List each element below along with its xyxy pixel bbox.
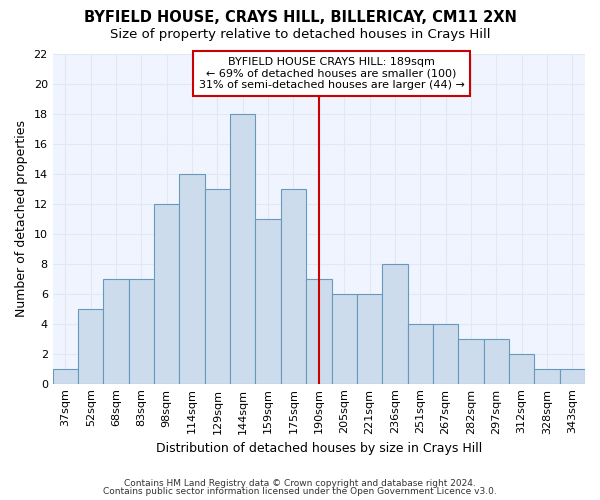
Bar [179,174,205,384]
Bar [230,114,256,384]
Bar [256,219,281,384]
Text: Contains public sector information licensed under the Open Government Licence v3: Contains public sector information licen… [103,487,497,496]
Y-axis label: Number of detached properties: Number of detached properties [15,120,28,318]
Bar [154,204,179,384]
Bar [535,368,560,384]
Bar [129,279,154,384]
Text: Contains HM Land Registry data © Crown copyright and database right 2024.: Contains HM Land Registry data © Crown c… [124,478,476,488]
Bar [103,279,129,384]
Text: BYFIELD HOUSE, CRAYS HILL, BILLERICAY, CM11 2XN: BYFIELD HOUSE, CRAYS HILL, BILLERICAY, C… [83,10,517,25]
Bar [53,368,78,384]
Bar [306,279,332,384]
Text: BYFIELD HOUSE CRAYS HILL: 189sqm
← 69% of detached houses are smaller (100)
31% : BYFIELD HOUSE CRAYS HILL: 189sqm ← 69% o… [199,57,464,90]
Bar [357,294,382,384]
Bar [281,189,306,384]
Bar [382,264,407,384]
X-axis label: Distribution of detached houses by size in Crays Hill: Distribution of detached houses by size … [156,442,482,455]
Bar [560,368,585,384]
Bar [407,324,433,384]
Text: Size of property relative to detached houses in Crays Hill: Size of property relative to detached ho… [110,28,490,41]
Bar [205,189,230,384]
Bar [509,354,535,384]
Bar [484,338,509,384]
Bar [332,294,357,384]
Bar [458,338,484,384]
Bar [433,324,458,384]
Bar [78,309,103,384]
